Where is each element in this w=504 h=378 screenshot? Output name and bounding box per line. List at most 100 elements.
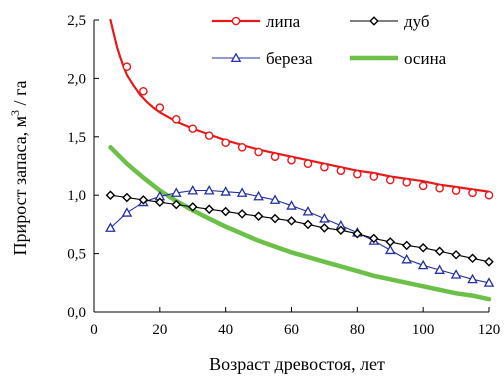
series-line-osina — [108, 145, 492, 302]
y-tick-label: 1,5 — [67, 130, 86, 146]
legend-item-osina: осина — [350, 49, 447, 68]
data-point-lipa — [287, 155, 296, 165]
data-point-dub — [171, 199, 182, 210]
data-point-bereza — [203, 184, 215, 195]
data-point-dub — [105, 190, 116, 200]
data-point-bereza — [319, 213, 330, 223]
data-point-lipa — [237, 143, 247, 152]
series-line-lipa — [109, 18, 491, 193]
legend-marker-dub — [369, 16, 379, 26]
series-layer — [105, 18, 495, 302]
y-tick-label: 0,5 — [67, 247, 86, 263]
data-point-dub — [303, 219, 313, 230]
data-point-dub — [138, 195, 149, 205]
data-point-lipa — [320, 162, 329, 172]
data-point-bereza — [236, 187, 248, 197]
y-axis-label: Прирост запаса, м3 / га — [8, 81, 30, 256]
y-tick-label: 2,5 — [67, 13, 86, 29]
data-point-bereza — [187, 184, 199, 195]
data-point-dub — [204, 204, 214, 215]
series-line-bereza — [109, 189, 490, 284]
data-point-dub — [467, 253, 478, 264]
y-tick-label: 0,0 — [67, 305, 86, 321]
data-point-lipa — [385, 175, 395, 185]
data-point-dub — [369, 233, 379, 244]
data-point-bereza — [170, 187, 182, 197]
legend: липа дуб береза осина — [212, 12, 447, 68]
data-point-bereza — [105, 222, 116, 232]
data-point-dub — [385, 237, 396, 247]
data-point-bereza — [483, 277, 495, 287]
data-point-bereza — [253, 190, 264, 201]
legend-item-bereza: береза — [212, 49, 313, 68]
data-point-dub — [434, 246, 445, 257]
data-point-lipa — [139, 86, 148, 96]
legend-marker-lipa — [231, 16, 241, 26]
data-point-bereza — [467, 273, 478, 284]
data-point-bereza — [401, 253, 413, 264]
data-point-dub — [451, 249, 461, 260]
data-point-lipa — [155, 103, 165, 112]
data-point-lipa — [353, 169, 362, 179]
y-axis-label-sup: 3 — [8, 110, 22, 116]
data-point-dub — [319, 223, 330, 233]
data-point-lipa — [221, 138, 230, 147]
data-point-lipa — [122, 62, 132, 72]
x-tick-label: 20 — [152, 322, 167, 338]
data-point-bereza — [302, 206, 314, 216]
data-point-lipa — [468, 188, 477, 198]
data-point-dub — [220, 206, 231, 217]
data-point-bereza — [121, 207, 133, 217]
data-point-dub — [270, 213, 280, 224]
data-point-lipa — [188, 124, 198, 133]
x-tick-label: 40 — [218, 322, 233, 338]
data-point-bereza — [417, 259, 429, 270]
series-line-dub — [109, 194, 490, 263]
data-point-lipa — [435, 183, 444, 193]
data-point-bereza — [286, 200, 297, 210]
data-point-lipa — [270, 152, 280, 161]
y-axis-label-tail: / га — [10, 81, 30, 110]
data-point-lipa — [303, 159, 313, 168]
data-point-bereza — [220, 186, 231, 196]
data-point-dub — [352, 228, 363, 239]
data-point-dub — [155, 197, 165, 207]
legend-item-dub: дуб — [350, 12, 430, 31]
data-point-dub — [237, 209, 247, 219]
data-point-lipa — [204, 131, 214, 140]
data-point-bereza — [384, 244, 396, 255]
legend-label-osina: осина — [404, 49, 447, 68]
legend-item-lipa: липа — [212, 12, 301, 31]
series-bereza — [105, 184, 495, 287]
y-tick-label: 2,0 — [67, 71, 86, 87]
x-axis-label: Возраст древостоя, лет — [209, 354, 385, 374]
data-point-dub — [253, 211, 264, 222]
x-tick-label: 80 — [350, 322, 365, 338]
data-point-bereza — [450, 269, 462, 279]
data-point-dub — [336, 225, 346, 236]
legend-label-bereza: береза — [266, 49, 313, 68]
data-point-dub — [401, 240, 412, 251]
data-point-bereza — [269, 194, 281, 204]
data-point-dub — [484, 256, 494, 267]
data-point-dub — [418, 242, 428, 253]
data-point-dub — [187, 202, 198, 212]
series-lipa — [109, 18, 494, 200]
data-point-lipa — [451, 186, 461, 195]
axes-layer: 0 20 40 60 80 100 120 0,0 0,5 1,0 1,5 2,0 2,5 — [67, 13, 500, 338]
legend-marker-bereza — [230, 52, 242, 63]
y-axis-label-main: Прирост запаса, м — [10, 116, 30, 256]
data-point-lipa — [418, 181, 428, 191]
series-osina — [108, 145, 492, 302]
data-point-lipa — [254, 147, 263, 157]
legend-label-dub: дуб — [404, 12, 430, 31]
y-tick-label: 1,0 — [67, 188, 86, 204]
x-tick-label: 60 — [284, 322, 299, 338]
series-dub — [105, 190, 494, 267]
data-point-lipa — [171, 114, 181, 124]
x-tick-label: 120 — [478, 322, 501, 338]
data-point-dub — [122, 192, 132, 203]
data-point-lipa — [336, 166, 346, 175]
x-tick-label: 100 — [412, 322, 435, 338]
legend-label-lipa: липа — [266, 12, 301, 31]
